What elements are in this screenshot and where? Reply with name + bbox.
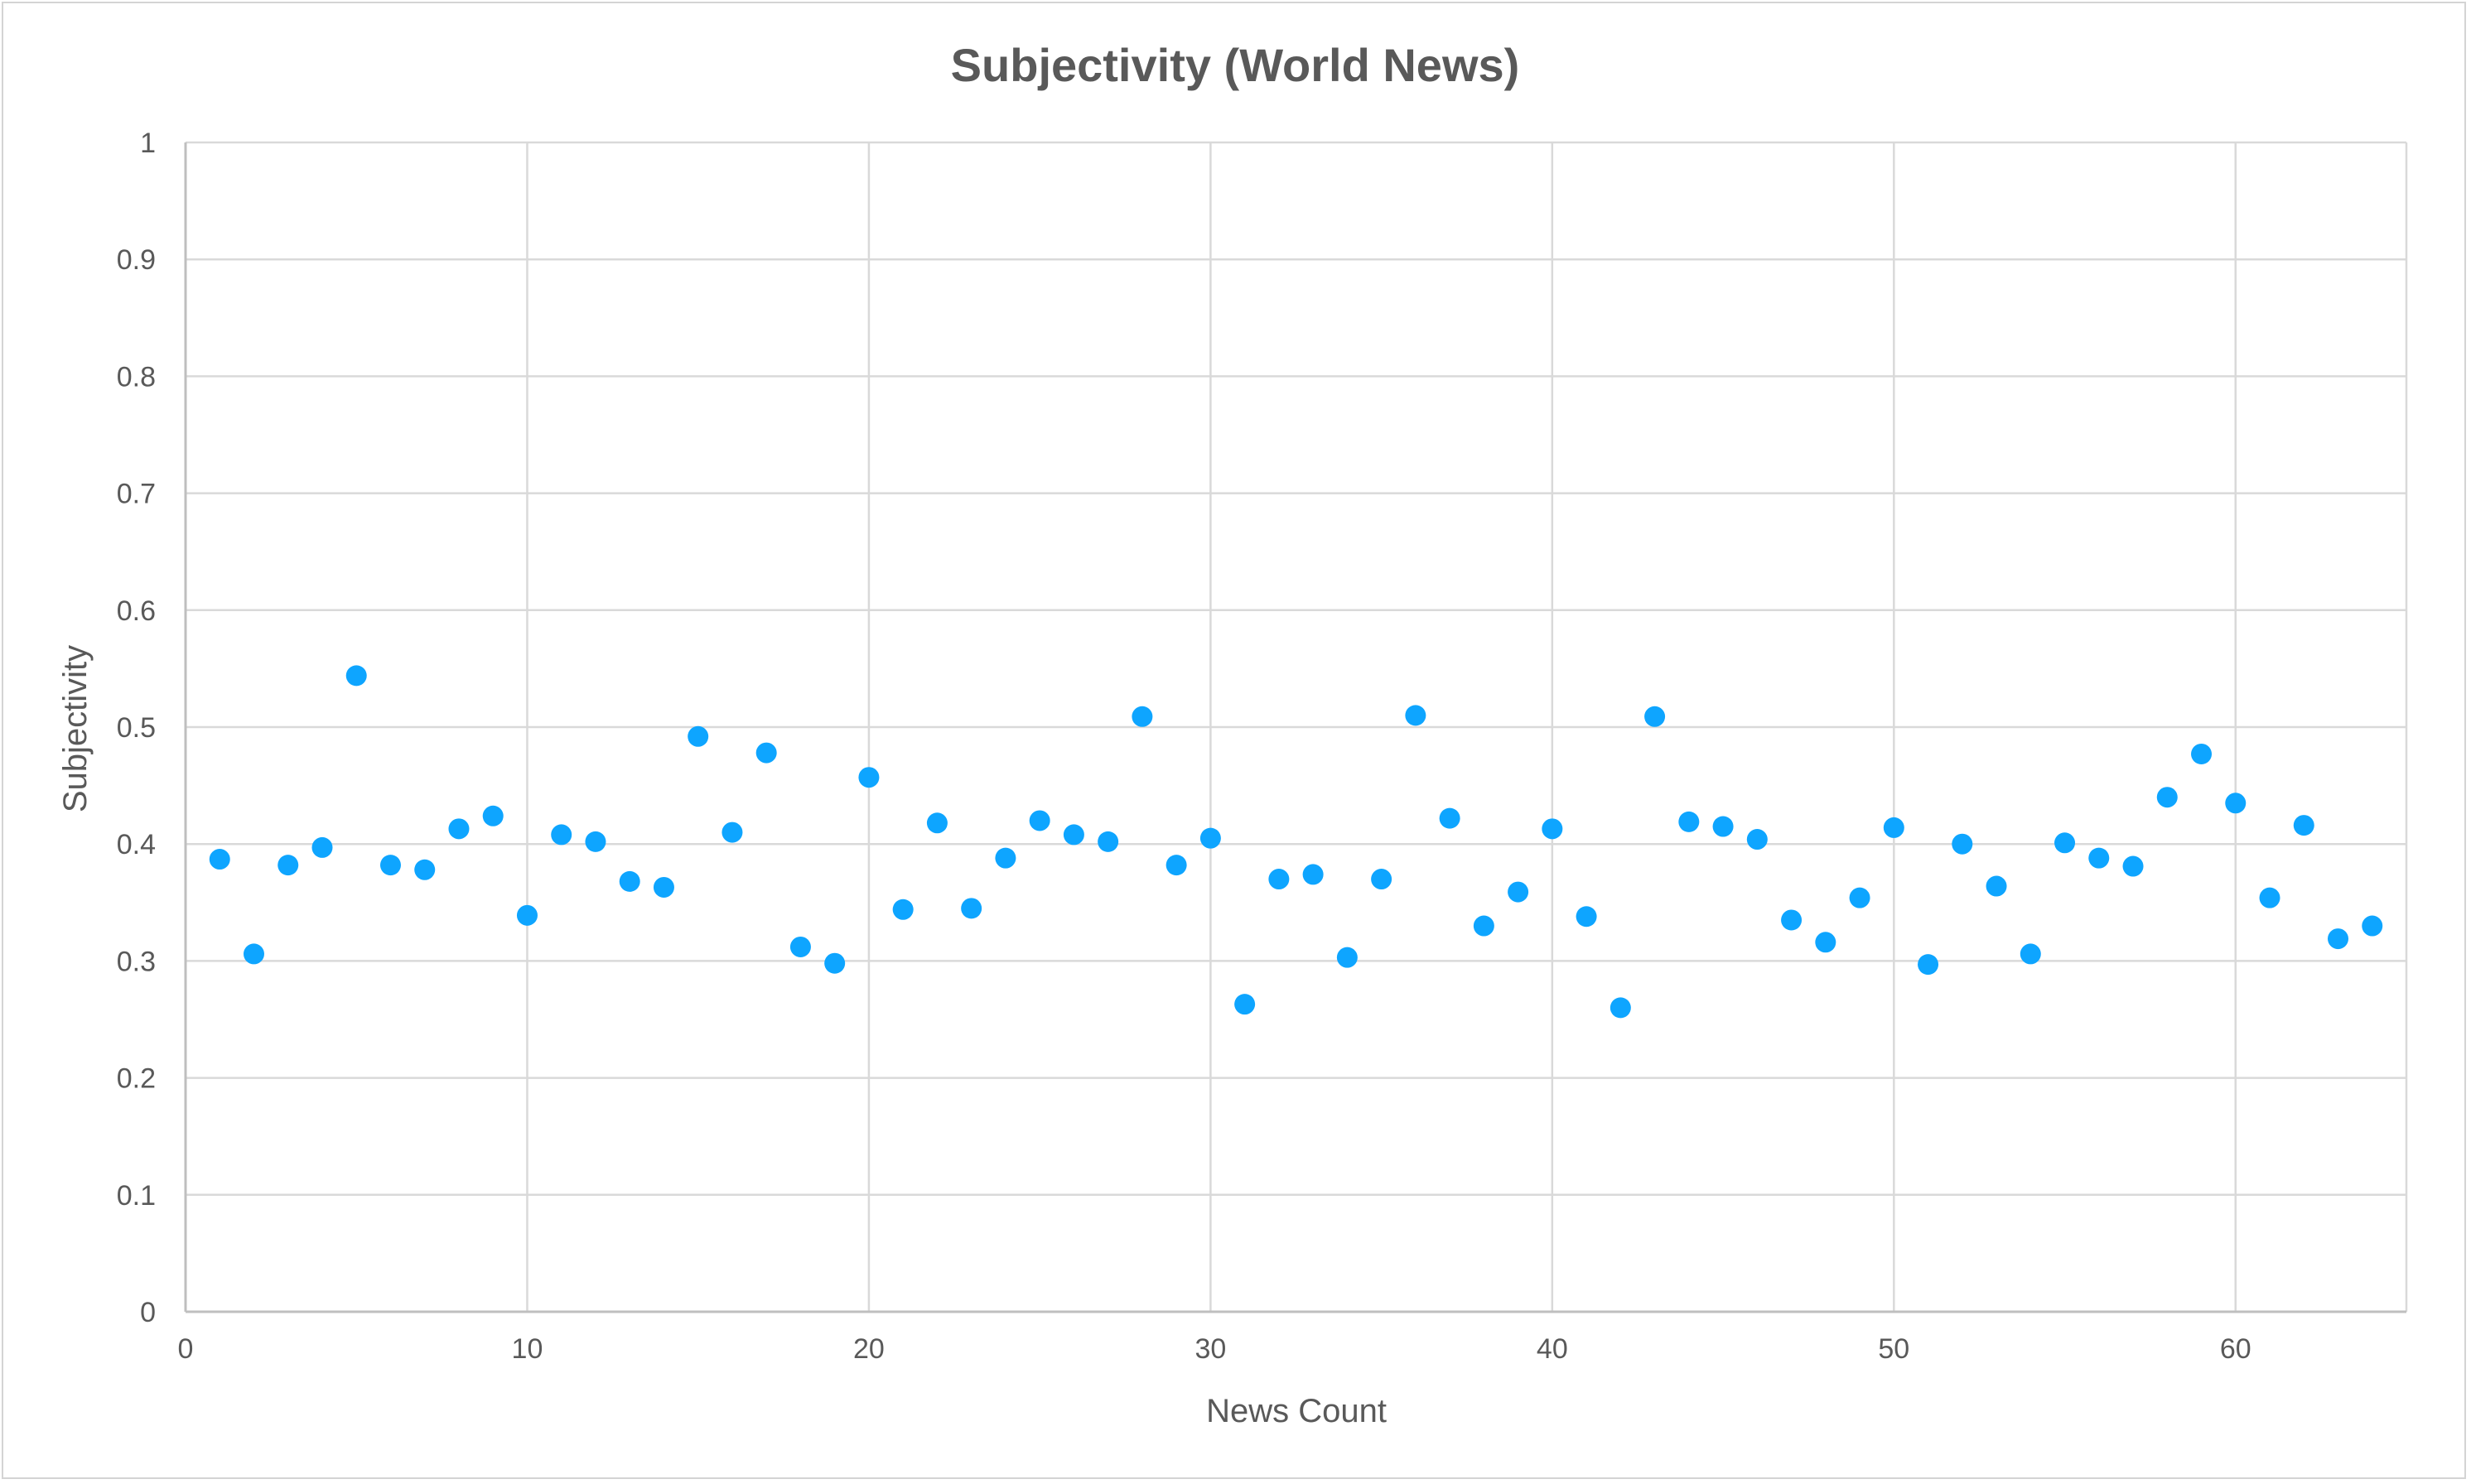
data-point	[1199, 827, 1221, 849]
data-point	[2328, 928, 2349, 950]
x-axis-label: News Count	[1206, 1393, 1387, 1429]
y-tick-label: 0.3	[117, 946, 156, 977]
x-tick-label: 40	[1537, 1333, 1568, 1365]
data-point	[2088, 847, 2110, 869]
data-point	[653, 876, 674, 898]
data-point	[1883, 817, 1904, 838]
x-tick-label: 0	[178, 1333, 194, 1365]
data-point	[2191, 743, 2213, 764]
data-point	[2259, 887, 2280, 908]
x-tick-label: 30	[1194, 1333, 1226, 1365]
data-point	[1439, 807, 1460, 829]
chart-title: Subjectivity (World News)	[951, 39, 1520, 91]
data-point	[1063, 824, 1084, 846]
data-point	[1542, 818, 1563, 840]
data-point	[1849, 887, 1870, 908]
gridlines	[184, 141, 2408, 1313]
data-point	[278, 855, 299, 876]
data-point	[824, 952, 846, 974]
y-tick-label: 0	[140, 1297, 156, 1328]
data-points	[209, 665, 2383, 1019]
data-point	[1302, 864, 1324, 885]
data-point	[2225, 793, 2247, 814]
data-point	[311, 836, 333, 858]
data-point	[2362, 915, 2383, 937]
data-point	[1576, 906, 1597, 928]
data-point	[379, 855, 401, 876]
data-point	[1166, 855, 1187, 876]
x-tick-label: 50	[1878, 1333, 1909, 1365]
data-point	[1268, 869, 1290, 890]
x-tick-label: 60	[2220, 1333, 2251, 1365]
y-tick-label: 0.1	[117, 1180, 156, 1212]
data-point	[1132, 706, 1153, 727]
data-point	[1029, 810, 1050, 831]
data-point	[1405, 705, 1426, 726]
data-point	[1712, 816, 1734, 837]
data-point	[961, 898, 982, 919]
data-point	[1473, 915, 1494, 937]
data-point	[1815, 932, 1836, 953]
data-point	[1781, 909, 1803, 931]
data-point	[482, 805, 504, 826]
data-point	[2293, 815, 2314, 836]
data-point	[2156, 787, 2178, 808]
data-point	[2122, 855, 2144, 877]
data-point	[892, 899, 914, 920]
data-point	[926, 812, 948, 834]
data-point	[585, 831, 606, 852]
data-point	[755, 742, 777, 764]
x-tick-label: 10	[512, 1333, 543, 1365]
y-tick-label: 0.7	[117, 479, 156, 510]
data-point	[722, 822, 743, 843]
data-point	[1746, 829, 1768, 850]
data-point	[995, 847, 1016, 869]
y-tick-label: 0.6	[117, 595, 156, 627]
y-tick-label: 0.5	[117, 712, 156, 744]
data-point	[516, 904, 538, 926]
x-tick-label: 20	[853, 1333, 885, 1365]
y-tick-label: 1	[140, 128, 156, 159]
data-point	[688, 725, 709, 747]
data-point	[1610, 997, 1631, 1019]
data-point	[1952, 833, 1973, 855]
data-point	[1678, 811, 1700, 832]
data-point	[1644, 706, 1666, 727]
data-point	[414, 859, 436, 880]
data-point	[1098, 831, 1119, 852]
data-point	[1508, 881, 1529, 903]
data-point	[551, 824, 572, 846]
y-axis-label: Subjectivity	[57, 645, 94, 812]
data-point	[2020, 943, 2041, 965]
y-tick-label: 0.4	[117, 829, 156, 860]
tick-labels: 00.10.20.30.40.50.60.70.80.910 10 20 30 40 50…	[117, 128, 2251, 1365]
data-point	[789, 936, 811, 957]
data-point	[2054, 832, 2076, 854]
y-tick-label: 0.2	[117, 1063, 156, 1095]
data-point	[1234, 994, 1256, 1015]
y-tick-label: 0.9	[117, 244, 156, 276]
y-tick-label: 0.8	[117, 361, 156, 393]
data-point	[1986, 875, 2007, 897]
data-point	[619, 870, 640, 892]
data-point	[1336, 947, 1358, 968]
data-point	[345, 665, 367, 687]
data-point	[1918, 954, 1939, 976]
data-point	[858, 767, 880, 788]
data-point	[209, 849, 230, 870]
data-point	[243, 943, 264, 965]
data-point	[448, 818, 470, 840]
data-point	[1371, 869, 1392, 890]
